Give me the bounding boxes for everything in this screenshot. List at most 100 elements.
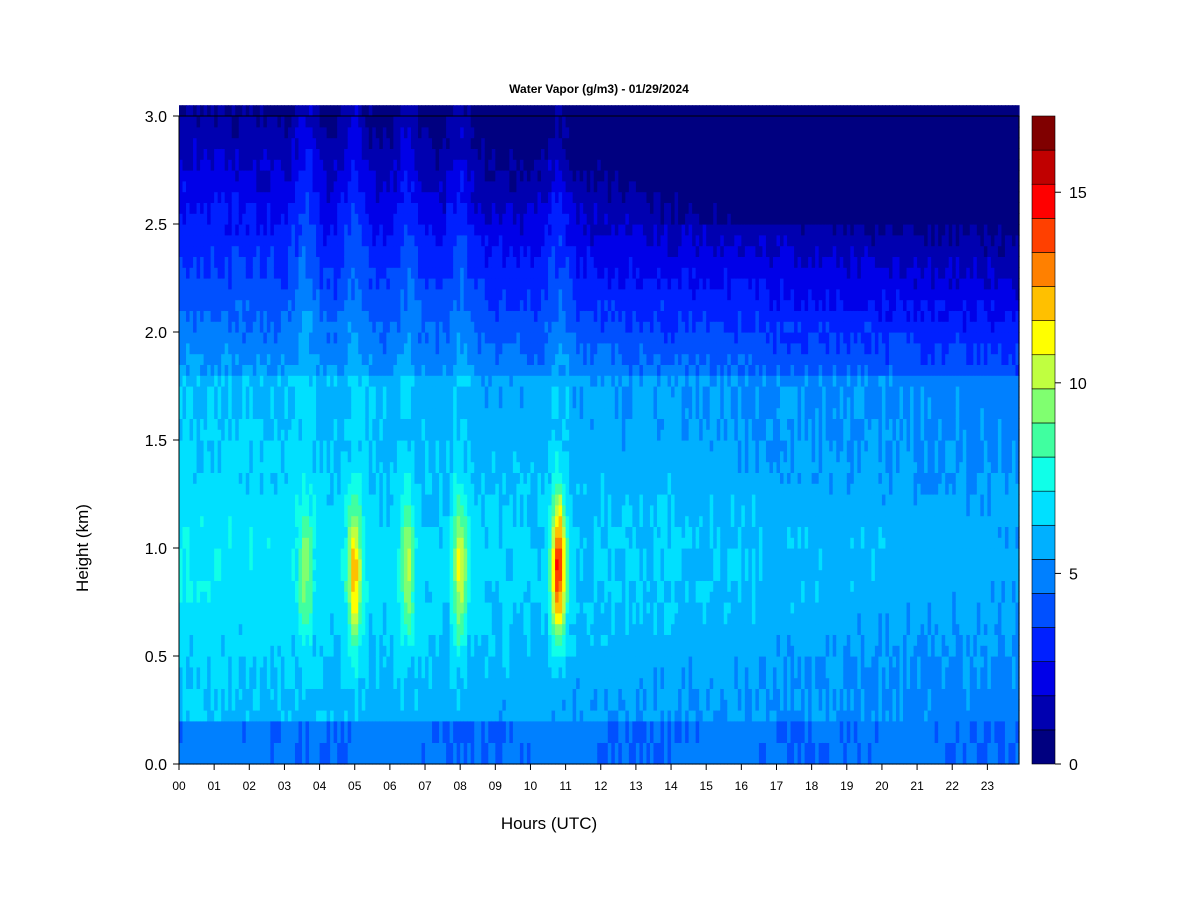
heatmap-cell: [354, 267, 359, 279]
heatmap-cell: [207, 386, 212, 398]
heatmap-cell: [210, 299, 215, 311]
heatmap-cell: [252, 656, 257, 668]
heatmap-cell: [203, 645, 208, 657]
heatmap-cell: [196, 116, 201, 128]
heatmap-cell: [330, 526, 335, 538]
heatmap-cell: [456, 245, 461, 257]
heatmap-cell: [323, 429, 328, 441]
heatmap-cell: [284, 342, 289, 355]
heatmap-cell: [361, 148, 366, 160]
heatmap-cell: [316, 558, 321, 571]
heatmap-cell: [207, 364, 212, 376]
heatmap-cell: [400, 710, 405, 722]
heatmap-cell: [337, 364, 342, 376]
heatmap-cell: [228, 375, 233, 387]
heatmap-cell: [273, 310, 279, 322]
heatmap-cell: [273, 137, 279, 149]
heatmap-cell: [330, 105, 335, 117]
heatmap-cell: [228, 569, 233, 581]
heatmap-cell: [418, 234, 423, 247]
heatmap-cell: [379, 688, 384, 700]
heatmap-cell: [435, 234, 440, 247]
heatmap-cell: [382, 170, 387, 182]
heatmap-cell: [196, 288, 201, 301]
heatmap-cell: [277, 321, 282, 333]
heatmap-cell: [252, 580, 257, 592]
heatmap-cell: [214, 137, 219, 149]
heatmap-cell: [460, 126, 465, 139]
heatmap-cell: [235, 278, 240, 290]
heatmap-cell: [214, 375, 219, 387]
heatmap-cell: [210, 234, 215, 247]
heatmap-cell: [305, 105, 310, 117]
heatmap-cell: [224, 440, 229, 452]
heatmap-cell: [456, 429, 461, 441]
heatmap-cell: [393, 310, 398, 322]
heatmap-cell: [189, 612, 194, 625]
heatmap-cell: [207, 612, 212, 625]
heatmap-cell: [382, 148, 387, 160]
heatmap-cell: [428, 612, 433, 625]
heatmap-cell: [256, 710, 261, 722]
heatmap-cell: [277, 202, 282, 214]
heatmap-cell: [196, 645, 201, 657]
heatmap-cell: [368, 256, 373, 268]
heatmap-cell: [407, 537, 412, 549]
heatmap-cell: [365, 224, 370, 236]
heatmap-cell: [414, 569, 419, 581]
heatmap-cell: [316, 386, 321, 398]
heatmap-cell: [302, 656, 307, 668]
heatmap-cell: [284, 742, 289, 754]
heatmap-cell: [277, 310, 282, 322]
heatmap-cell: [316, 224, 321, 236]
heatmap-cell: [280, 224, 286, 236]
heatmap-cell: [456, 321, 461, 333]
heatmap-cell: [446, 645, 451, 657]
heatmap-cell: [456, 213, 461, 225]
heatmap-cell: [389, 364, 394, 376]
heatmap-cell: [200, 450, 205, 463]
heatmap-cell: [179, 418, 184, 430]
heatmap-cell: [294, 699, 300, 711]
heatmap-cell: [221, 472, 226, 484]
heatmap-cell: [400, 742, 405, 754]
heatmap-cell: [453, 710, 458, 722]
heatmap-cell: [252, 321, 257, 333]
heatmap-cell: [186, 299, 191, 311]
heatmap-cell: [252, 126, 257, 139]
heatmap-cell: [273, 332, 279, 344]
heatmap-cell: [270, 731, 275, 743]
heatmap-cell: [207, 137, 212, 149]
heatmap-cell: [414, 105, 419, 117]
heatmap-cell: [344, 170, 349, 182]
heatmap-cell: [193, 332, 198, 344]
heatmap-cell: [309, 450, 314, 463]
heatmap-cell: [425, 267, 430, 279]
heatmap-cell: [217, 666, 222, 679]
heatmap-cell: [266, 170, 271, 182]
heatmap-cell: [449, 386, 454, 398]
heatmap-cell: [396, 299, 402, 311]
heatmap-cell: [280, 569, 286, 581]
heatmap-cell: [344, 321, 349, 333]
heatmap-cell: [231, 720, 236, 733]
heatmap-cell: [456, 267, 461, 279]
heatmap-cell: [302, 310, 307, 322]
heatmap-cell: [425, 688, 430, 700]
heatmap-cell: [358, 180, 363, 193]
heatmap-cell: [252, 396, 257, 409]
heatmap-cell: [249, 450, 254, 463]
heatmap-cell: [439, 569, 444, 581]
heatmap-cell: [249, 418, 254, 430]
heatmap-cell: [189, 720, 194, 733]
heatmap-cell: [186, 753, 191, 765]
heatmap-cell: [179, 558, 184, 571]
heatmap-cell: [210, 148, 215, 160]
heatmap-cell: [238, 537, 243, 549]
heatmap-cell: [344, 440, 349, 452]
heatmap-cell: [456, 224, 461, 236]
heatmap-cell: [396, 688, 402, 700]
heatmap-cell: [418, 440, 423, 452]
heatmap-cell: [428, 569, 433, 581]
heatmap-cell: [421, 569, 426, 581]
